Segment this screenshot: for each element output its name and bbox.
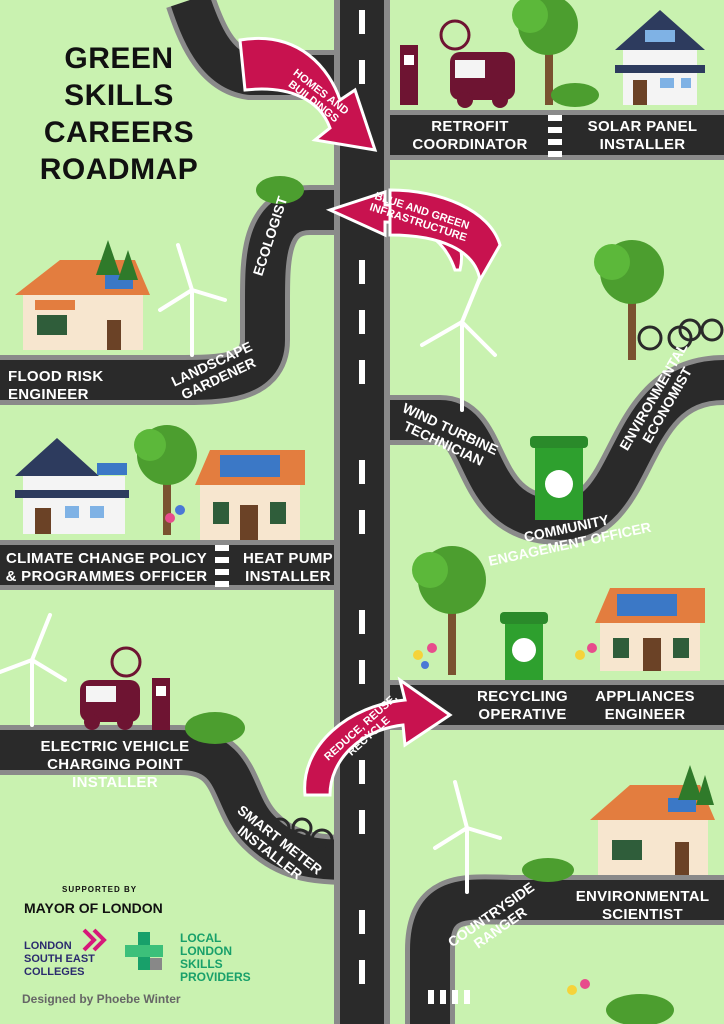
tree-icon (96, 240, 714, 805)
tree-icon (412, 546, 486, 675)
career-environmental-scientist: ENVIRONMENTAL SCIENTIST (575, 888, 710, 923)
llsp-name: LOCAL LONDON SKILLS PROVIDERS (180, 931, 251, 984)
flowers-icon (165, 505, 597, 995)
tree-icon (594, 240, 664, 360)
title-line: GREEN (64, 42, 174, 75)
career-retrofit-coordinator: RETROFIT COORDINATOR (412, 118, 528, 153)
recycling-bin-icon (530, 436, 588, 520)
arrow-reduce-reuse-recycle (303, 676, 453, 797)
llsp-logo (125, 932, 163, 970)
ev-charger-icon (80, 646, 170, 730)
career-heat-pump-installer: HEAT PUMP INSTALLER (243, 550, 333, 585)
career-appliances-engineer: APPLIANCES ENGINEER (595, 688, 695, 723)
house-icon (15, 438, 129, 534)
house-icon (615, 10, 705, 105)
cyclist-icon (269, 318, 724, 852)
lsec-name: LONDON SOUTH EAST COLLEGES (24, 940, 95, 978)
career-ev-charging-point-installer: ELECTRIC VEHICLE CHARGING POINT INSTALLE… (40, 738, 190, 791)
career-flood-risk-engineer: FLOOD RISK ENGINEER (8, 368, 104, 403)
mayor-of-london: MAYOR OF LONDON (24, 900, 163, 916)
wind-turbine-icon (0, 243, 502, 894)
house-icon (195, 450, 305, 540)
arrow-homes-and-buildings (238, 37, 378, 152)
tree-icon (512, 0, 578, 105)
lsec-logo (82, 928, 107, 952)
career-recycling-operative: RECYCLING OPERATIVE (476, 688, 569, 723)
house-icon (595, 588, 705, 671)
page-title: GREEN SKILLS CAREERS ROADMAP (24, 40, 214, 188)
title-line: CAREERS (43, 116, 195, 149)
ev-charger-icon (400, 19, 515, 108)
bush-icon (185, 83, 674, 1024)
recycling-bin-icon (500, 612, 548, 680)
supported-by-label: SUPPORTED BY (62, 885, 138, 894)
road-dashes (359, 10, 365, 984)
arrow-blue-and-green-infrastructure (325, 188, 502, 285)
title-line: SKILLS (64, 79, 174, 112)
designer-credit: Designed by Phoebe Winter (22, 992, 181, 1006)
career-solar-panel-installer: SOLAR PANEL INSTALLER (587, 118, 698, 153)
crosswalks (215, 115, 562, 1004)
career-climate-change-policy-officer: CLIMATE CHANGE POLICY & PROGRAMMES OFFIC… (5, 550, 208, 585)
tree-icon (134, 425, 197, 535)
title-line: ROADMAP (39, 153, 199, 186)
